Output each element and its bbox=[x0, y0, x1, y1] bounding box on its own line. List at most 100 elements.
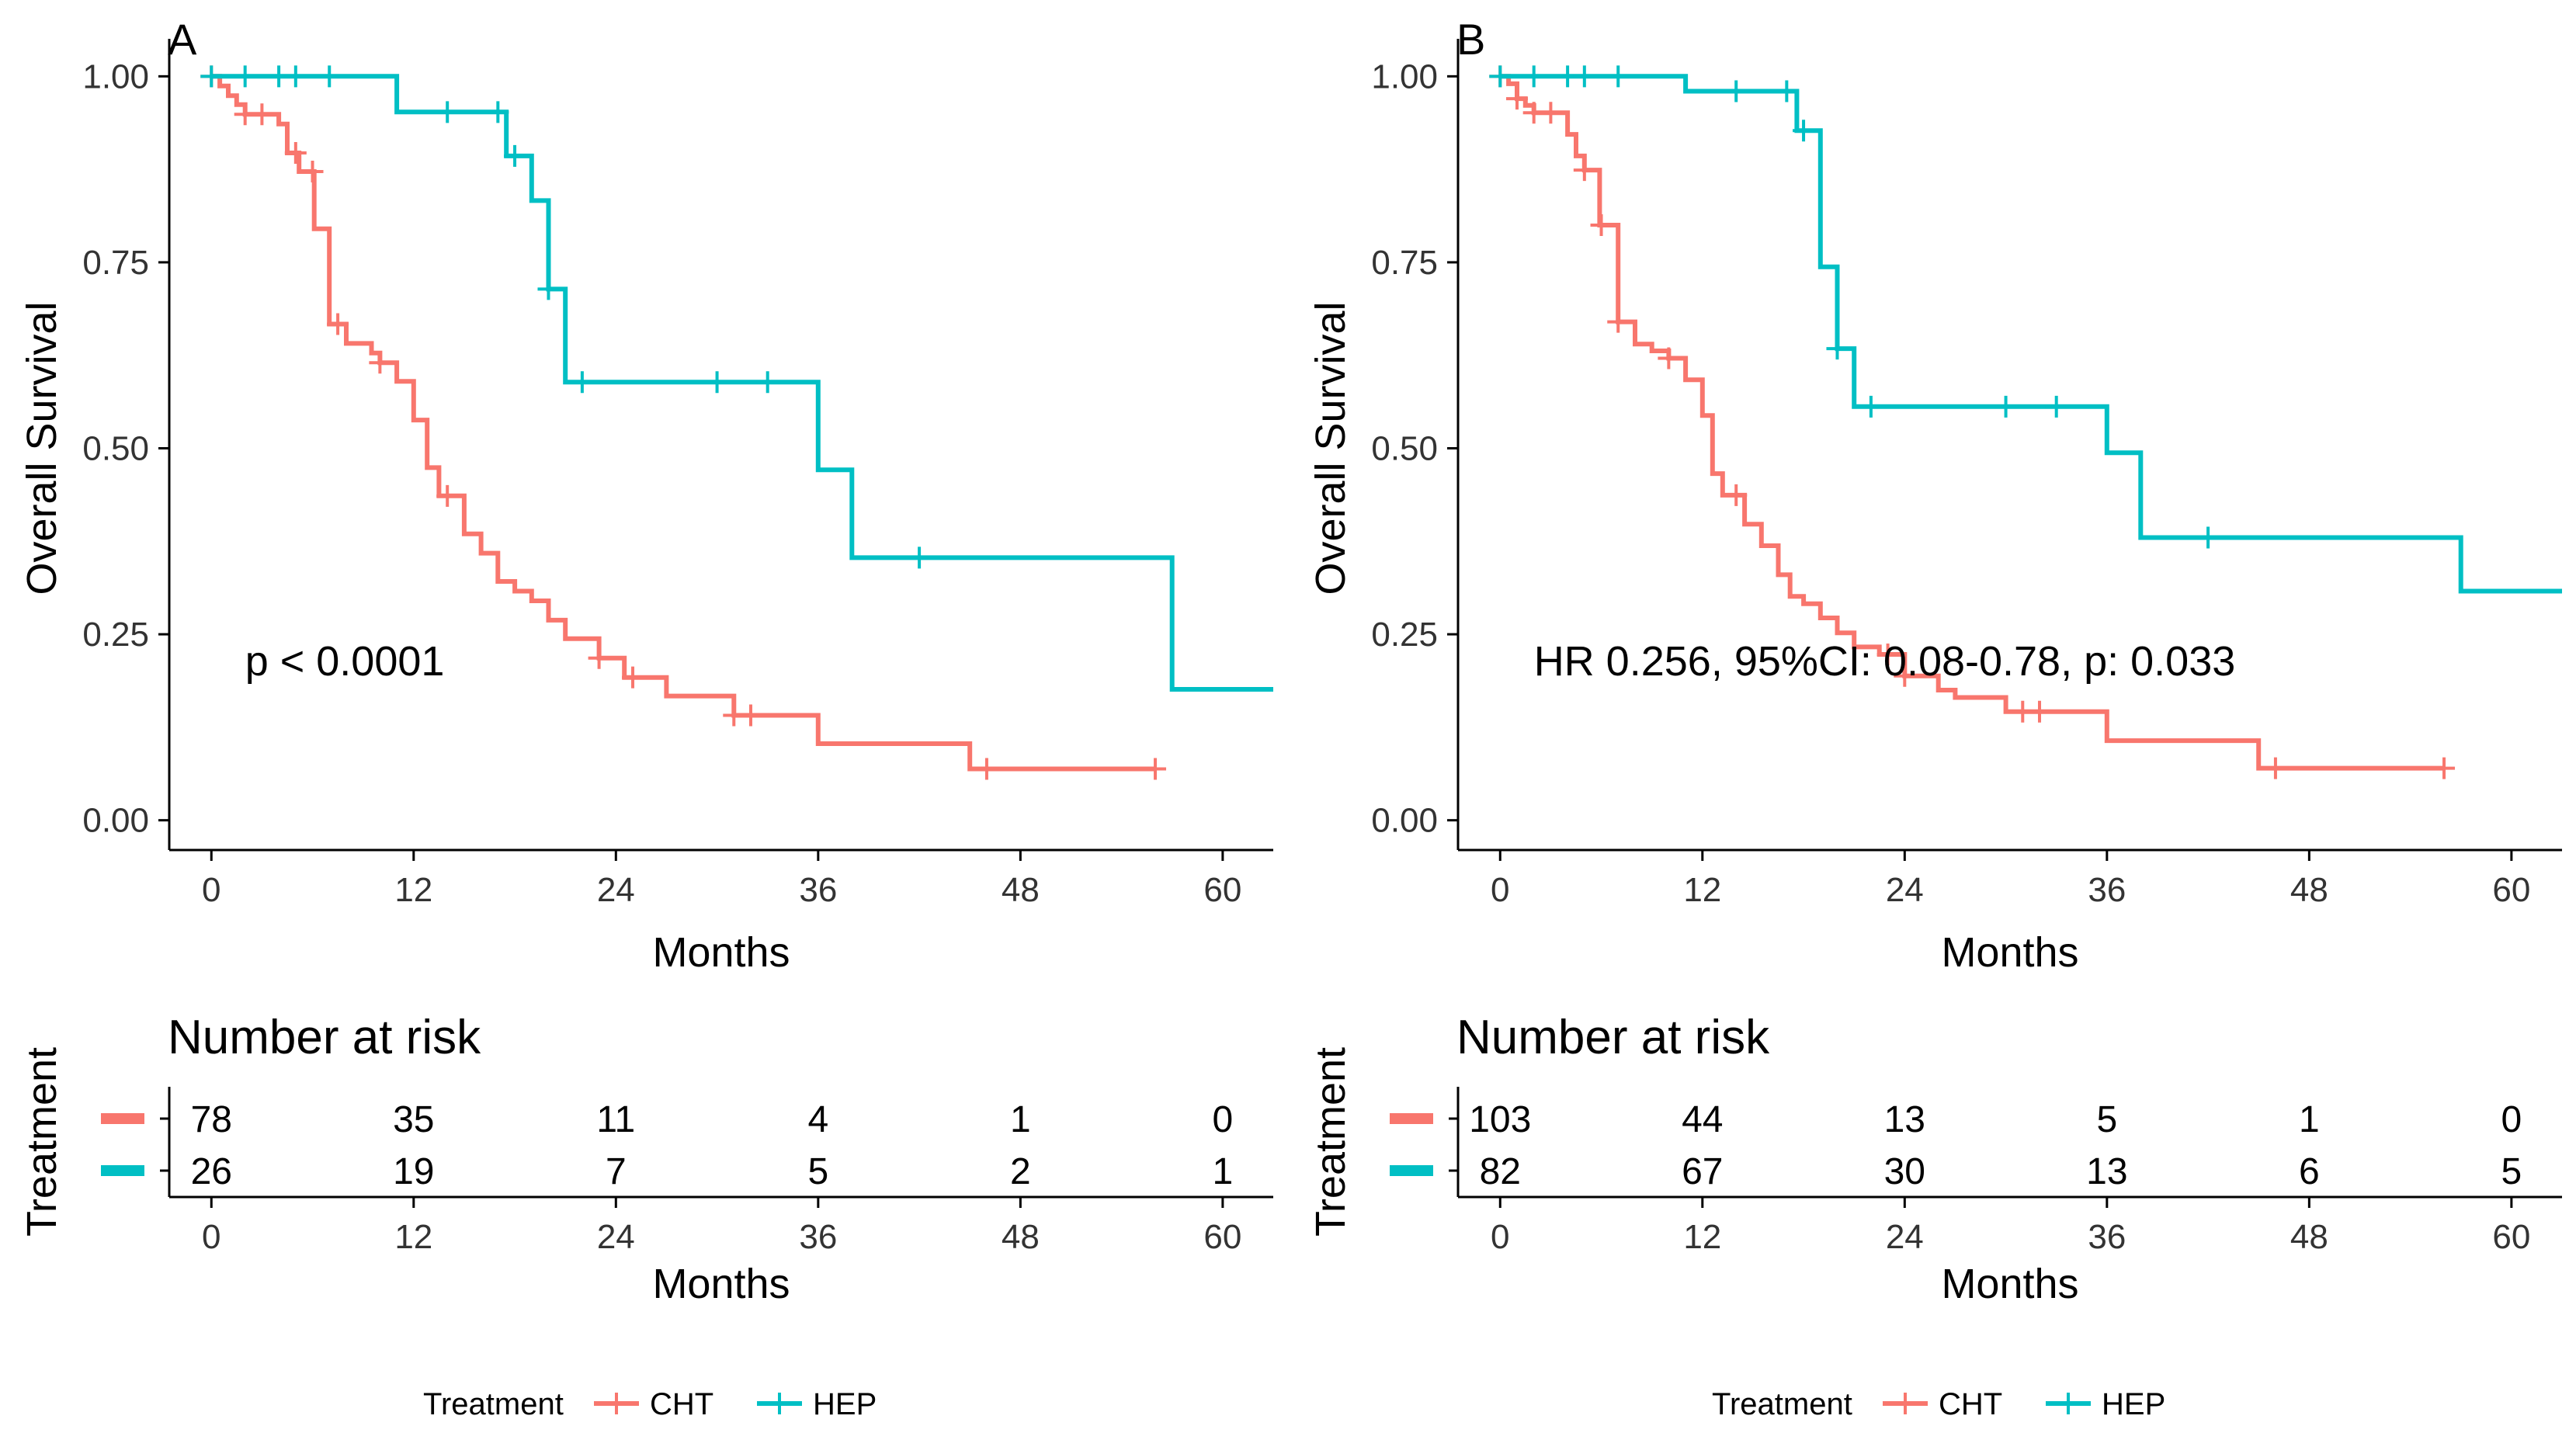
censor-mark-hep bbox=[1994, 395, 2017, 418]
censor-mark-hep bbox=[1826, 338, 1849, 360]
risk-x-tick-label: 48 bbox=[1002, 1218, 1040, 1256]
censor-mark-cht bbox=[1607, 311, 1630, 333]
censor-mark-hep bbox=[2045, 395, 2067, 418]
risk-x-tick-label: 12 bbox=[1683, 1218, 1721, 1256]
censor-mark-hep bbox=[537, 278, 560, 300]
legend-label-hep: HEP bbox=[813, 1387, 877, 1421]
censor-mark-cht bbox=[1725, 484, 1748, 506]
legend-label-hep: HEP bbox=[2102, 1387, 2165, 1421]
risk-value-cht: 0 bbox=[1213, 1099, 1234, 1140]
risk-value-hep: 5 bbox=[807, 1151, 828, 1192]
censor-mark-cht bbox=[1894, 664, 1916, 687]
x-tick-label: 60 bbox=[1203, 871, 1241, 909]
censor-mark-cht bbox=[284, 142, 307, 165]
risk-x-tick-label: 60 bbox=[1203, 1218, 1241, 1256]
censor-mark-hep bbox=[1859, 395, 1882, 418]
y-tick-label: 0.50 bbox=[82, 430, 149, 468]
risk-value-hep: 2 bbox=[1010, 1151, 1031, 1192]
risk-value-cht: 5 bbox=[2096, 1099, 2117, 1140]
censor-mark-hep bbox=[1793, 120, 1815, 142]
censor-mark-hep bbox=[234, 65, 256, 88]
risk-x-tick-label: 12 bbox=[394, 1218, 432, 1256]
risk-value-hep: 6 bbox=[2299, 1151, 2320, 1192]
panel-label: B bbox=[1456, 15, 1485, 64]
y-tick-label: 1.00 bbox=[1371, 57, 1438, 95]
censor-mark-hep bbox=[284, 65, 307, 88]
risk-value-hep: 1 bbox=[1213, 1151, 1234, 1192]
censor-mark-cht bbox=[1590, 214, 1613, 236]
censor-mark-hep bbox=[436, 101, 459, 123]
censor-mark-hep bbox=[908, 546, 931, 569]
risk-x-tick-label: 60 bbox=[2492, 1218, 2530, 1256]
x-tick-label: 60 bbox=[2492, 871, 2530, 909]
risk-table-title: Number at risk bbox=[1456, 1011, 1770, 1064]
y-tick-label: 0.25 bbox=[1371, 616, 1438, 654]
y-tick-label: 0.00 bbox=[82, 802, 149, 840]
censor-mark-cht bbox=[1573, 159, 1595, 182]
x-tick-label: 0 bbox=[1491, 871, 1509, 909]
risk-value-cht: 13 bbox=[1884, 1099, 1925, 1140]
censor-mark-hep bbox=[1573, 65, 1595, 88]
y-tick-label: 1.00 bbox=[82, 57, 149, 95]
x-tick-label: 36 bbox=[2088, 871, 2126, 909]
risk-value-hep: 82 bbox=[1480, 1151, 1521, 1192]
risk-value-cht: 103 bbox=[1469, 1099, 1531, 1140]
risk-value-hep: 26 bbox=[191, 1151, 232, 1192]
censor-mark-hep bbox=[1489, 65, 1512, 88]
risk-value-hep: 13 bbox=[2086, 1151, 2127, 1192]
censor-mark-cht bbox=[739, 704, 762, 727]
censor-mark-cht bbox=[588, 647, 610, 669]
risk-table-y-title: Treatment bbox=[1307, 1047, 1354, 1237]
y-tick-label: 0.50 bbox=[1371, 430, 1438, 468]
x-tick-label: 48 bbox=[1002, 871, 1040, 909]
legend-title: Treatment bbox=[423, 1387, 564, 1421]
risk-value-cht: 0 bbox=[2501, 1099, 2522, 1140]
censor-mark-hep bbox=[1725, 80, 1748, 102]
censor-mark-hep bbox=[318, 65, 341, 88]
risk-table-y-title: Treatment bbox=[19, 1047, 65, 1237]
y-tick-label: 0.75 bbox=[82, 244, 149, 282]
x-axis-title: Months bbox=[652, 929, 790, 976]
legend-title: Treatment bbox=[1712, 1387, 1852, 1421]
censor-mark-hep bbox=[200, 65, 223, 88]
stat-annotation: p < 0.0001 bbox=[245, 638, 445, 685]
censor-mark-cht bbox=[2433, 757, 2456, 779]
censor-mark-cht bbox=[251, 103, 273, 126]
risk-value-hep: 19 bbox=[393, 1151, 434, 1192]
censor-mark-cht bbox=[1144, 758, 1167, 780]
censor-mark-hep bbox=[504, 144, 526, 167]
risk-value-hep: 5 bbox=[2501, 1151, 2522, 1192]
panel-b: B0.000.250.500.751.000 12 24 36 48 60MonthsOv… bbox=[1307, 15, 2562, 1421]
censor-mark-cht bbox=[1540, 102, 1562, 124]
risk-value-cht: 44 bbox=[1682, 1099, 1723, 1140]
censor-mark-cht bbox=[1658, 347, 1680, 370]
censor-mark-hep bbox=[1776, 80, 1798, 102]
y-tick-label: 0.00 bbox=[1371, 802, 1438, 840]
risk-value-cht: 78 bbox=[191, 1099, 232, 1140]
censor-mark-cht bbox=[2264, 757, 2286, 779]
censor-mark-cht bbox=[2028, 700, 2050, 723]
risk-value-cht: 4 bbox=[807, 1099, 828, 1140]
x-tick-label: 48 bbox=[2290, 871, 2328, 909]
x-tick-label: 0 bbox=[202, 871, 220, 909]
x-tick-label: 12 bbox=[394, 871, 432, 909]
censor-mark-cht bbox=[327, 313, 349, 335]
y-tick-label: 0.25 bbox=[82, 616, 149, 654]
censor-mark-hep bbox=[756, 371, 779, 394]
y-axis-title: Overall Survival bbox=[19, 301, 65, 595]
risk-table-title: Number at risk bbox=[168, 1011, 481, 1064]
risk-x-tick-label: 24 bbox=[1886, 1218, 1924, 1256]
legend-label-cht: CHT bbox=[650, 1387, 713, 1421]
curve-cht bbox=[211, 74, 1155, 772]
x-tick-label: 24 bbox=[1886, 871, 1924, 909]
censor-mark-cht bbox=[1876, 643, 1899, 665]
censor-mark-cht bbox=[975, 758, 998, 780]
risk-value-hep: 30 bbox=[1884, 1151, 1925, 1192]
risk-x-tick-label: 36 bbox=[2088, 1218, 2126, 1256]
censor-mark-hep bbox=[571, 371, 593, 394]
curve-cht bbox=[1500, 74, 2444, 771]
censor-mark-hep bbox=[1607, 65, 1630, 88]
x-axis-title: Months bbox=[1941, 929, 2078, 976]
